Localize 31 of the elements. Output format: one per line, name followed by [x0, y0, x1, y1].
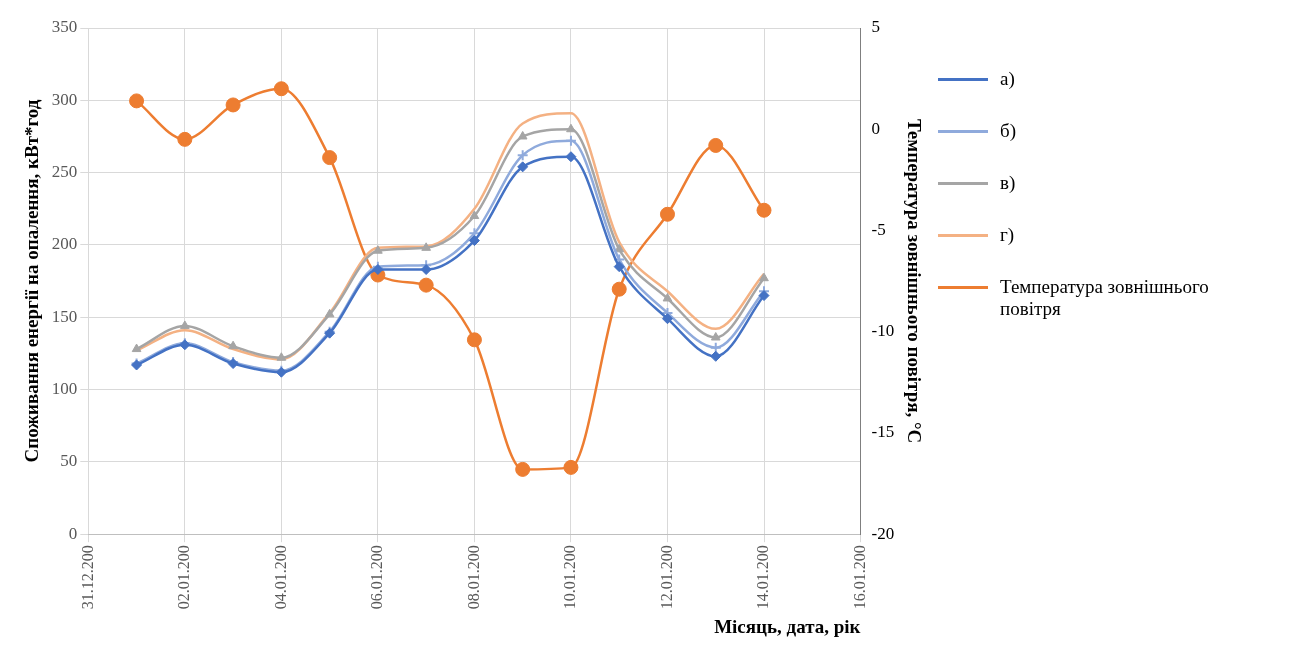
y-tick-label: 300: [51, 89, 78, 109]
y2-tick-label: -5: [871, 219, 886, 239]
x-tick-label: 08.01.200: [464, 545, 482, 610]
x-tick-label: 14.01.200: [754, 545, 772, 610]
y2-axis-title: Температура зовнішнього повітря, °C: [903, 118, 925, 444]
y2-tick-label: -20: [871, 523, 895, 543]
y2-tick-label: -10: [871, 321, 895, 341]
x-tick-label: 12.01.200: [657, 545, 675, 610]
legend-label: в): [1000, 172, 1016, 194]
y2-tick-label: 5: [871, 17, 881, 37]
y-tick-label: 350: [51, 17, 78, 37]
x-tick-label: 31.12.200: [78, 545, 96, 610]
y-tick-label: 250: [51, 162, 78, 182]
y2-tick-label: -15: [871, 422, 895, 442]
y2-tick-label: 0: [871, 118, 881, 138]
x-tick-label: 16.01.200: [850, 545, 868, 610]
x-tick-label: 02.01.200: [175, 545, 193, 610]
x-tick-label: 04.01.200: [271, 545, 289, 610]
y-tick-label: 150: [51, 306, 78, 326]
x-tick-label: 06.01.200: [368, 545, 386, 610]
y-tick-label: 50: [60, 451, 78, 471]
legend-label: Температура зовнішнього повітря: [1000, 276, 1210, 320]
y-tick-label: 0: [68, 523, 78, 543]
y-axis-title: Споживання енергії на опалення, кВт*год: [21, 99, 43, 463]
x-axis-title: Місяць, дата, рік: [714, 615, 861, 637]
y-tick-label: 200: [51, 234, 78, 254]
legend-label: г): [1000, 224, 1015, 246]
x-tick-label: 10.01.200: [561, 545, 579, 610]
legend-label: а): [1000, 68, 1015, 90]
legend-label: б): [1000, 120, 1016, 142]
y-tick-label: 100: [51, 379, 78, 399]
